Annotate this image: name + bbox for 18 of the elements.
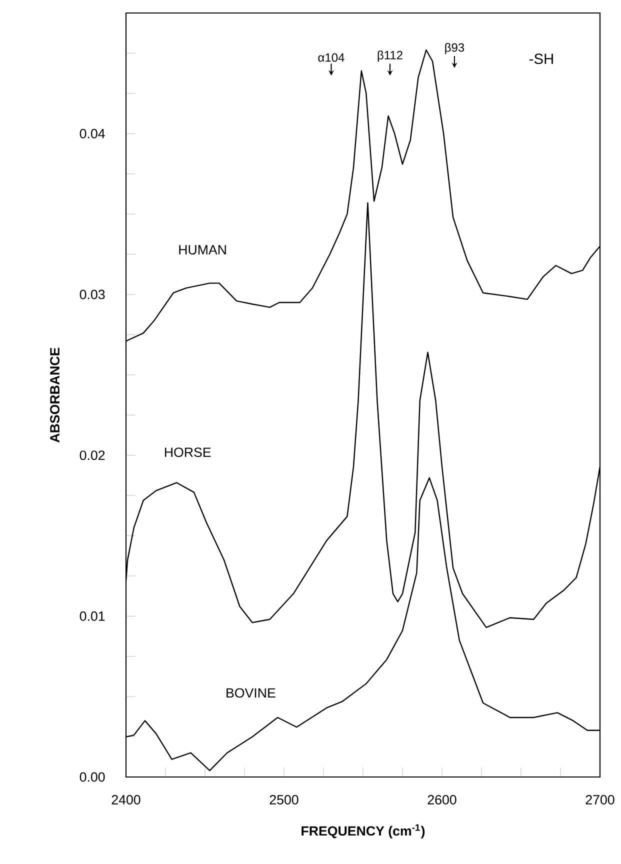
y-tick-label: 0.02 <box>80 450 105 460</box>
y-tick-label: 0.01 <box>80 611 105 621</box>
x-tick-label: 2600 <box>428 795 456 804</box>
text: HORSE <box>164 448 211 458</box>
annotation: β93 <box>445 42 464 54</box>
x-axis-title: FREQUENCY (cm$^{-1}$) <box>302 824 425 838</box>
y-axis-title: ABSORBANCE <box>50 348 60 442</box>
series-label: BOVINE <box>226 688 276 698</box>
text: HUMAN <box>179 245 226 254</box>
annotation: α104 <box>318 53 344 62</box>
y-tick-label: 0.03 <box>80 290 105 300</box>
y-tick-label: 0.00 <box>80 772 105 782</box>
annotation: -SH <box>530 54 553 64</box>
x-tick-label: 2700 <box>586 795 614 804</box>
y-tick-label: 0.04 <box>80 128 105 138</box>
x-tick-label: 2500 <box>270 795 298 804</box>
annotation: β112 <box>378 50 402 62</box>
x-tick-label: 2400 <box>112 795 140 804</box>
